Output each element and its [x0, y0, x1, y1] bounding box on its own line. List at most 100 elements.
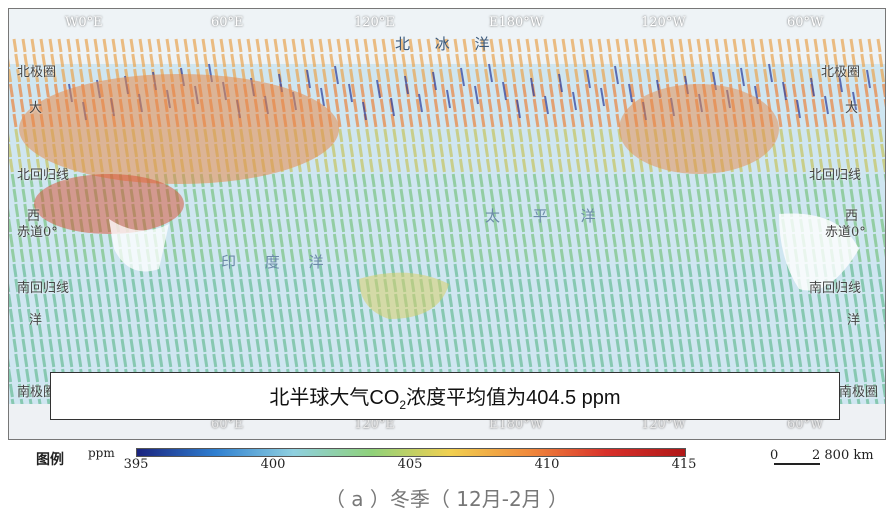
co2-swath-segment: [259, 68, 265, 83]
co2-swath-segment: [575, 233, 581, 248]
co2-swath-segment: [541, 248, 547, 263]
co2-swath-segment: [293, 353, 299, 368]
co2-swath-segment: [439, 143, 445, 158]
co2-swath-segment: [88, 293, 94, 308]
co2-swath-segment: [759, 38, 765, 53]
co2-swath-segment: [863, 383, 869, 398]
co2-swath-segment: [539, 83, 545, 98]
co2-swath-segment: [395, 233, 401, 248]
co2-swath-segment: [237, 188, 243, 203]
co2-swath-segment: [158, 353, 164, 368]
co2-swath-segment: [808, 293, 814, 308]
co2-swath-segment: [637, 68, 643, 83]
co2-swath-segment: [228, 38, 234, 53]
scale-bar-zero: 0: [770, 448, 779, 463]
co2-swath-segment: [773, 233, 779, 248]
co2-swath-segment: [860, 128, 866, 143]
co2-swath-segment: [752, 353, 758, 368]
co2-swath-segment: [505, 248, 511, 263]
co2-swath-segment: [343, 173, 349, 188]
co2-swath-segment: [334, 173, 340, 188]
co2-swath-segment: [649, 248, 655, 263]
co2-swath-segment: [282, 263, 288, 278]
co2-swath-segment: [723, 38, 729, 53]
co2-swath-segment: [457, 143, 463, 158]
co2-swath-segment: [565, 143, 571, 158]
atlantic-label-right: 洋: [847, 313, 861, 328]
co2-swath-segment: [93, 338, 99, 353]
co2-swath-segment: [534, 38, 540, 53]
co2-swath-segment: [433, 248, 439, 263]
co2-swath-segment: [736, 218, 742, 233]
co2-swath-segment: [678, 38, 684, 53]
co2-swath-segment: [599, 53, 605, 68]
co2-swath-segment: [876, 263, 882, 278]
co2-swath-segment: [196, 218, 202, 233]
co2-swath-segment: [496, 323, 502, 338]
co2-swath-segment: [377, 233, 383, 248]
co2-swath-segment: [34, 293, 40, 308]
co2-swath-segment: [660, 38, 666, 53]
co2-swath-segment: [464, 53, 470, 68]
lon-tick-top: 60°E: [211, 15, 244, 30]
co2-swath-segment: [593, 233, 599, 248]
co2-swath-segment: [536, 353, 542, 368]
co2-swath-segment: [635, 203, 641, 218]
co2-swath-segment: [266, 353, 272, 368]
co2-swath-segment: [775, 98, 781, 113]
co2-swath-segment: [494, 308, 500, 323]
co2-swath-segment: [271, 173, 277, 188]
co2-swath-segment: [467, 233, 473, 248]
co2-swath-segment: [417, 338, 423, 353]
co2-swath-segment: [624, 263, 630, 278]
co2-swath-segment: [781, 143, 787, 158]
co2-swath-segment: [475, 68, 481, 83]
co2-swath-segment: [363, 38, 369, 53]
co2-swath-segment: [554, 128, 560, 143]
co2-swath-segment: [602, 158, 608, 173]
co2-swath-segment: [28, 323, 34, 338]
co2-swath-segment: [338, 53, 344, 68]
co2-swath-segment: [854, 158, 860, 173]
co2-swath-segment: [230, 53, 236, 68]
co2-swath-segment: [833, 278, 839, 293]
co2-swath-segment: [575, 158, 581, 173]
co2-swath-segment: [577, 248, 583, 263]
co2-swath-segment: [401, 128, 407, 143]
co2-swath-segment: [158, 278, 164, 293]
co2-swath-segment: [608, 203, 614, 218]
co2-swath-segment: [368, 158, 374, 173]
co2-swath-segment: [665, 233, 671, 248]
co2-swath-segment: [210, 263, 216, 278]
co2-swath-segment: [655, 68, 661, 83]
co2-swath-segment: [561, 38, 567, 53]
co2-swath-segment: [793, 173, 799, 188]
co2-swath-segment: [770, 353, 776, 368]
co2-swath-segment: [856, 98, 862, 113]
co2-swath-segment: [610, 68, 616, 83]
co2-swath-segment: [302, 353, 308, 368]
co2-swath-segment: [660, 188, 666, 203]
co2-swath-segment: [880, 143, 885, 158]
co2-swath-segment: [57, 38, 63, 53]
co2-swath-segment: [91, 323, 97, 338]
co2-swath-segment: [687, 38, 693, 53]
co2-swath-segment: [575, 308, 581, 323]
co2-swath-segment: [338, 278, 344, 293]
co2-swath-segment: [511, 293, 517, 308]
co2-swath-segment: [853, 68, 859, 83]
co2-swath-segment: [700, 218, 706, 233]
co2-swath-segment: [849, 38, 855, 53]
co2-swath-segment: [439, 218, 445, 233]
co2-swath-segment: [138, 38, 144, 53]
co2-swath-segment: [424, 98, 430, 113]
co2-swath-segment: [772, 68, 778, 83]
low-co2-streak: [530, 77, 535, 97]
co2-swath-segment: [415, 173, 421, 188]
co2-swath-segment: [876, 338, 882, 353]
co2-swath-segment: [583, 143, 589, 158]
co2-swath-segment: [442, 98, 448, 113]
co2-swath-segment: [820, 173, 826, 188]
co2-swath-segment: [649, 173, 655, 188]
co2-swath-segment: [838, 173, 844, 188]
